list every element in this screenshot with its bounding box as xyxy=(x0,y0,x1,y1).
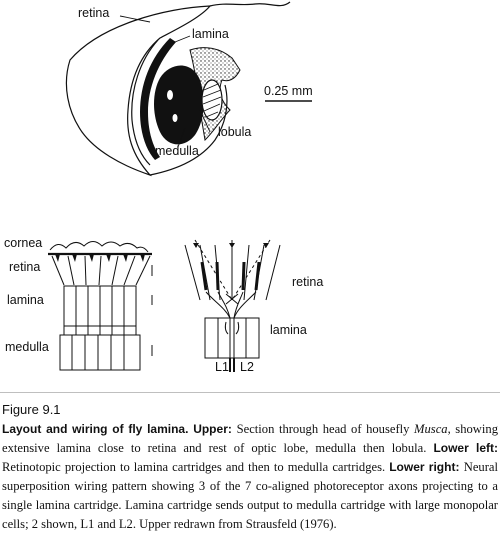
caption-lower-left-text: Retinotopic projection to lamina cartrid… xyxy=(2,460,386,474)
label-retina-lower-right: retina xyxy=(292,275,324,289)
label-cornea: cornea xyxy=(4,236,43,250)
lobula-shape xyxy=(201,79,223,121)
caption-lower-left-label: Lower left xyxy=(433,441,494,455)
label-l2: L2 xyxy=(240,360,254,374)
figure-number: Figure 9.1 xyxy=(2,402,61,417)
label-lamina-lower-left: lamina xyxy=(7,293,44,307)
figure-drawing xyxy=(48,1,312,372)
head-section-drawing xyxy=(65,1,291,177)
caption-upper-text-2: , showing extensive lamina close to reti… xyxy=(2,422,498,455)
figure-caption: Layout and wiring of fly lamina. Upper: … xyxy=(2,422,498,531)
retinotopic-projection-drawing xyxy=(48,241,153,371)
caption-divider xyxy=(0,392,500,393)
label-l1: L1 xyxy=(215,360,229,374)
label-retina-lower-left: retina xyxy=(9,260,41,274)
label-retina-upper: retina xyxy=(78,6,110,20)
lamina-shape xyxy=(140,38,176,160)
caption-lower-right-text: Neural superposition wiring pattern show… xyxy=(2,460,498,531)
label-lobula: lobula xyxy=(218,125,252,139)
scale-label: 0.25 mm xyxy=(264,84,313,98)
caption-species: Musca xyxy=(414,422,448,436)
caption-upper-label: Upper xyxy=(193,422,228,436)
medulla-shape xyxy=(154,65,204,145)
caption-upper-text-1: Section through head of housefly xyxy=(236,422,415,436)
figure-illustration: retina lamina 0.25 mm lobula medulla cor… xyxy=(4,1,324,374)
caption-title: Layout and wiring of fly lamina xyxy=(2,422,186,436)
neural-superposition-drawing xyxy=(184,239,281,372)
label-lamina-upper: lamina xyxy=(192,27,229,41)
label-medulla-upper: medulla xyxy=(155,144,199,158)
caption-lower-right-label: Lower right xyxy=(389,460,456,474)
label-medulla-lower-left: medulla xyxy=(5,340,49,354)
label-lamina-lower-right: lamina xyxy=(270,323,307,337)
